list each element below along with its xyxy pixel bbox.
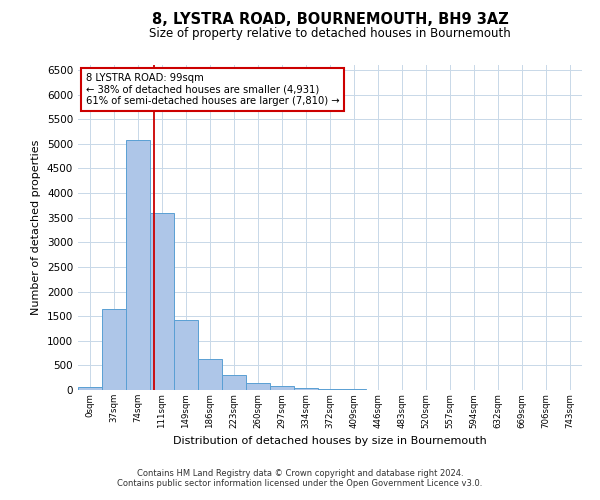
Text: Contains HM Land Registry data © Crown copyright and database right 2024.: Contains HM Land Registry data © Crown c…: [137, 468, 463, 477]
Y-axis label: Number of detached properties: Number of detached properties: [31, 140, 41, 315]
Bar: [102, 309, 126, 390]
Bar: [126, 140, 150, 390]
Bar: [78, 386, 102, 390]
Text: Size of property relative to detached houses in Bournemouth: Size of property relative to detached ho…: [149, 28, 511, 40]
Bar: [294, 388, 318, 390]
Bar: [150, 212, 174, 390]
Bar: [174, 320, 198, 390]
Bar: [270, 386, 294, 390]
Text: Contains public sector information licensed under the Open Government Licence v3: Contains public sector information licen…: [118, 478, 482, 488]
Text: 8, LYSTRA ROAD, BOURNEMOUTH, BH9 3AZ: 8, LYSTRA ROAD, BOURNEMOUTH, BH9 3AZ: [152, 12, 508, 28]
Bar: [246, 383, 270, 390]
Bar: [318, 388, 342, 390]
Bar: [342, 389, 366, 390]
Text: 8 LYSTRA ROAD: 99sqm
← 38% of detached houses are smaller (4,931)
61% of semi-de: 8 LYSTRA ROAD: 99sqm ← 38% of detached h…: [86, 73, 339, 106]
Bar: [198, 360, 222, 390]
X-axis label: Distribution of detached houses by size in Bournemouth: Distribution of detached houses by size …: [173, 436, 487, 446]
Bar: [222, 375, 246, 390]
